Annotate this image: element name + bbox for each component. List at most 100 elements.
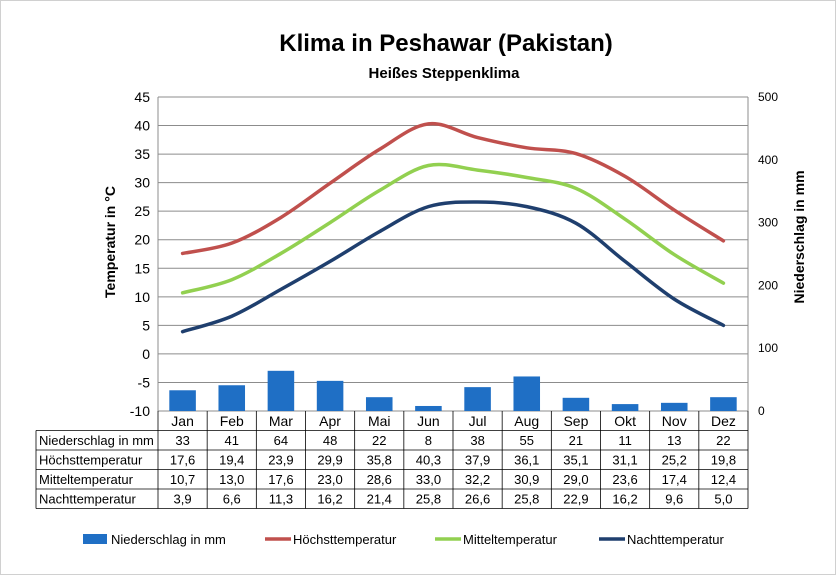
table-cell: 31,1 <box>612 453 637 468</box>
table-cell: 8 <box>425 433 432 448</box>
table-cell: 55 <box>520 433 534 448</box>
table-cell: 11 <box>618 433 632 448</box>
table-cell: 22 <box>716 433 730 448</box>
x-tick-label: Mar <box>269 413 293 429</box>
chart-subtitle: Heißes Steppenklima <box>369 65 521 82</box>
x-tick-label: Sep <box>563 413 588 429</box>
y-tick-label-right: 300 <box>758 216 778 230</box>
table-cell: 11,3 <box>269 492 293 507</box>
y-tick-label-right: 400 <box>758 153 778 167</box>
y-ticks-left: -10 -5 0 5 10 15 20 25 30 35 40 45 <box>130 89 150 419</box>
table-cell: 5,0 <box>714 492 732 507</box>
table-cell: 10,7 <box>170 472 195 487</box>
table-cell: 40,3 <box>416 453 441 468</box>
table-cell: 33 <box>175 433 189 448</box>
y-tick-label-left: -5 <box>138 374 151 390</box>
table-cell: 29,9 <box>317 453 342 468</box>
precipitation-bars <box>169 370 737 411</box>
y-ticks-right: 0 100 200 300 400 500 <box>758 90 778 418</box>
table-cell: 13 <box>667 433 681 448</box>
gridlines <box>157 96 749 412</box>
x-tick-label: Jun <box>417 413 440 429</box>
table-row-label: Mitteltemperatur <box>39 472 134 487</box>
x-tick-label: Mai <box>368 413 391 429</box>
legend-swatch-bar <box>83 534 107 544</box>
table-row-label: Höchsttemperatur <box>39 453 143 468</box>
y-tick-label-left: 45 <box>134 89 150 105</box>
table-cell: 17,6 <box>170 453 195 468</box>
table-cell: 36,1 <box>514 453 539 468</box>
y-tick-label-left: 20 <box>134 232 150 248</box>
y-tick-label-right: 500 <box>758 90 778 104</box>
table-cell: 23,0 <box>317 472 342 487</box>
line-series-3 <box>180 200 726 334</box>
table-cell: 23,6 <box>612 472 637 487</box>
table-cell: 13,0 <box>219 472 244 487</box>
x-tick-label: Feb <box>220 413 244 429</box>
bar-niederschlag <box>464 387 491 411</box>
table-cell: 19,4 <box>219 453 244 468</box>
y-tick-label-left: 30 <box>134 175 150 191</box>
y-axis-label-right: Niederschlag in mm <box>791 170 807 303</box>
legend: Niederschlag in mm Höchsttemperatur Mittel… <box>83 532 724 547</box>
line-series-1 <box>180 121 726 256</box>
line-series-2 <box>180 162 726 295</box>
table-cell: 64 <box>274 433 288 448</box>
bar-niederschlag <box>365 397 393 411</box>
y-tick-label-left: -10 <box>130 403 150 419</box>
temperature-lines <box>180 121 726 334</box>
table-cell: 26,6 <box>465 492 490 507</box>
bar-niederschlag <box>316 380 344 411</box>
y-tick-label-left: 15 <box>134 260 150 276</box>
table-cell: 25,8 <box>514 492 539 507</box>
table-cell: 17,6 <box>268 472 293 487</box>
y-tick-label-left: 0 <box>142 346 150 362</box>
table-cell: 19,8 <box>711 453 736 468</box>
table-cell: 23,9 <box>268 453 293 468</box>
table-cell: 32,2 <box>465 472 490 487</box>
x-tick-label: Apr <box>319 413 341 429</box>
legend-label: Höchsttemperatur <box>293 532 397 547</box>
table-cell: 16,2 <box>317 492 342 507</box>
table-cell: 29,0 <box>563 472 588 487</box>
y-tick-label-left: 5 <box>142 317 150 333</box>
table-cell: 37,9 <box>465 453 490 468</box>
legend-label: Niederschlag in mm <box>111 532 226 547</box>
x-tick-label: Jul <box>469 413 487 429</box>
table-cell: 6,6 <box>223 492 241 507</box>
table-cell: 38 <box>470 433 484 448</box>
table-row-label: Nachttemperatur <box>39 492 136 507</box>
legend-label: Nachttemperatur <box>627 532 724 547</box>
legend-label: Mitteltemperatur <box>463 532 558 547</box>
bar-niederschlag <box>169 390 196 411</box>
table-cell: 48 <box>323 433 337 448</box>
y-tick-label-left: 35 <box>134 146 150 162</box>
table-cell: 3,9 <box>174 492 192 507</box>
x-tick-label: Nov <box>662 413 687 429</box>
table-cell: 41 <box>225 433 239 448</box>
y-tick-label-right: 100 <box>758 341 778 355</box>
y-tick-label-left: 25 <box>134 203 150 219</box>
bar-niederschlag <box>415 405 442 411</box>
bar-niederschlag <box>660 402 688 411</box>
y-tick-label-right: 0 <box>758 404 765 418</box>
x-tick-label: Aug <box>514 413 539 429</box>
bar-niederschlag <box>611 404 639 411</box>
bar-niederschlag <box>562 397 590 411</box>
table-cell: 21,4 <box>367 492 392 507</box>
y-tick-label-left: 40 <box>134 118 150 134</box>
table-cell: 28,6 <box>367 472 392 487</box>
table-cell: 21 <box>569 433 583 448</box>
table-cell: 35,1 <box>563 453 588 468</box>
x-tick-label: Dez <box>711 413 736 429</box>
table-cell: 30,9 <box>514 472 539 487</box>
table-cell: 12,4 <box>711 472 736 487</box>
table-cell: 25,8 <box>416 492 441 507</box>
table-cell: 25,2 <box>662 453 687 468</box>
x-tick-label: Okt <box>614 413 636 429</box>
table-cell: 35,8 <box>367 453 392 468</box>
y-tick-label-right: 200 <box>758 278 778 292</box>
table-cell: 33,0 <box>416 472 441 487</box>
